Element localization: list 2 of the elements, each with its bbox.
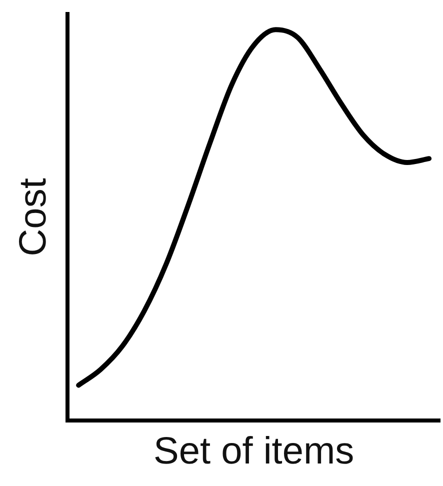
y-axis-title: Cost <box>12 178 54 256</box>
x-axis-title: Set of items <box>153 430 354 473</box>
